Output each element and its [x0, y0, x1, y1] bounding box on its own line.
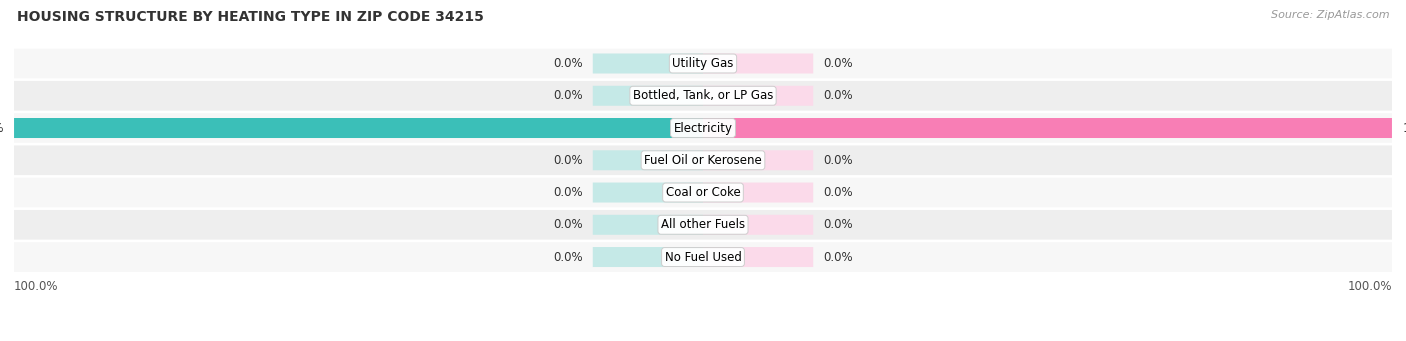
Text: No Fuel Used: No Fuel Used: [665, 251, 741, 264]
Text: 0.0%: 0.0%: [824, 251, 853, 264]
FancyBboxPatch shape: [14, 210, 1392, 240]
Text: Fuel Oil or Kerosene: Fuel Oil or Kerosene: [644, 154, 762, 167]
FancyBboxPatch shape: [703, 118, 1392, 138]
Text: 100.0%: 100.0%: [14, 280, 59, 293]
FancyBboxPatch shape: [14, 118, 703, 138]
Text: 0.0%: 0.0%: [824, 89, 853, 102]
FancyBboxPatch shape: [593, 150, 703, 170]
Text: Bottled, Tank, or LP Gas: Bottled, Tank, or LP Gas: [633, 89, 773, 102]
Text: HOUSING STRUCTURE BY HEATING TYPE IN ZIP CODE 34215: HOUSING STRUCTURE BY HEATING TYPE IN ZIP…: [17, 10, 484, 24]
FancyBboxPatch shape: [703, 86, 813, 106]
FancyBboxPatch shape: [703, 54, 813, 74]
FancyBboxPatch shape: [703, 215, 813, 235]
Text: All other Fuels: All other Fuels: [661, 218, 745, 231]
FancyBboxPatch shape: [14, 118, 703, 138]
FancyBboxPatch shape: [14, 113, 1392, 143]
FancyBboxPatch shape: [703, 182, 813, 203]
Text: 0.0%: 0.0%: [553, 218, 582, 231]
FancyBboxPatch shape: [593, 215, 703, 235]
FancyBboxPatch shape: [14, 81, 1392, 110]
FancyBboxPatch shape: [593, 54, 703, 74]
FancyBboxPatch shape: [593, 86, 703, 106]
FancyBboxPatch shape: [703, 247, 813, 267]
Text: 100.0%: 100.0%: [1347, 280, 1392, 293]
Text: 0.0%: 0.0%: [553, 57, 582, 70]
Text: 100.0%: 100.0%: [0, 121, 4, 134]
FancyBboxPatch shape: [14, 242, 1392, 272]
FancyBboxPatch shape: [14, 49, 1392, 78]
Text: 0.0%: 0.0%: [553, 89, 582, 102]
FancyBboxPatch shape: [593, 247, 703, 267]
Text: 0.0%: 0.0%: [553, 154, 582, 167]
Text: 0.0%: 0.0%: [824, 154, 853, 167]
Text: Utility Gas: Utility Gas: [672, 57, 734, 70]
Text: 0.0%: 0.0%: [553, 186, 582, 199]
FancyBboxPatch shape: [14, 178, 1392, 207]
Text: Source: ZipAtlas.com: Source: ZipAtlas.com: [1271, 10, 1389, 20]
Text: Electricity: Electricity: [673, 121, 733, 134]
Text: 0.0%: 0.0%: [553, 251, 582, 264]
FancyBboxPatch shape: [703, 118, 1392, 138]
FancyBboxPatch shape: [593, 182, 703, 203]
Text: 100.0%: 100.0%: [1402, 121, 1406, 134]
FancyBboxPatch shape: [703, 150, 813, 170]
FancyBboxPatch shape: [14, 145, 1392, 175]
Text: 0.0%: 0.0%: [824, 218, 853, 231]
Text: Coal or Coke: Coal or Coke: [665, 186, 741, 199]
Text: 0.0%: 0.0%: [824, 57, 853, 70]
Text: 0.0%: 0.0%: [824, 186, 853, 199]
